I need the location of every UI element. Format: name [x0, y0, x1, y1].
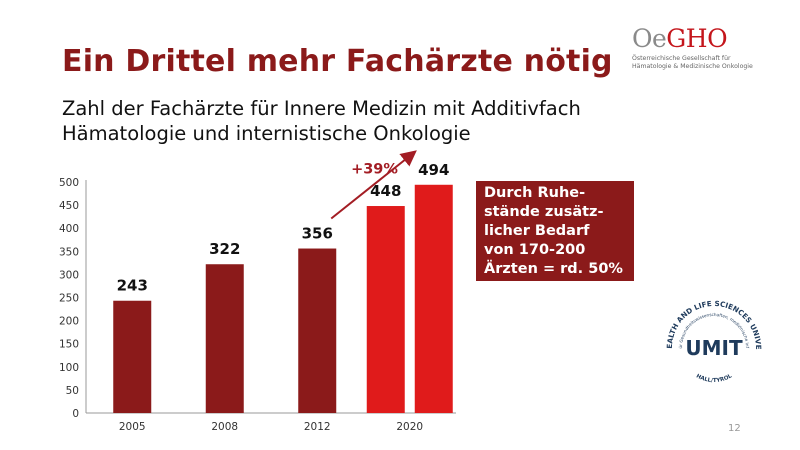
bar-2008 [205, 264, 244, 413]
oegho-subtitle: Österreichische Gesellschaft für Hämatol… [632, 55, 753, 70]
subtitle-line: Hämatologie und internistische Onkologie [62, 122, 471, 145]
oegho-mark: OeGHO [632, 24, 728, 53]
y-tick-label: 500 [59, 177, 79, 189]
umit-wordmark: UMIT [685, 336, 743, 360]
x-tick-label: 2008 [211, 421, 238, 433]
y-tick-label: 300 [59, 269, 79, 281]
x-tick-label: 2005 [119, 421, 146, 433]
y-tick-label: 100 [59, 362, 79, 374]
data-label: 494 [418, 161, 449, 179]
data-label: 322 [209, 240, 240, 258]
slide-title: Ein Drittel mehr Fachärzte nötig [62, 44, 613, 79]
subtitle-line: Zahl der Fachärzte für Innere Medizin mi… [62, 97, 581, 120]
y-tick-label: 450 [59, 200, 79, 212]
y-tick-label: 150 [59, 339, 79, 351]
y-tick-label: 250 [59, 293, 79, 305]
data-label: 448 [370, 182, 401, 200]
callout-box: Durch Ruhe- stände zusätz- licher Bedarf… [476, 181, 634, 281]
page-number: 12 [728, 423, 741, 434]
y-tick-label: 350 [59, 246, 79, 258]
growth-annotation: +39% [351, 162, 398, 178]
y-tick-label: 200 [59, 316, 79, 328]
oegho-logo: OeGHO Österreichische Gesellschaft für H… [632, 26, 772, 72]
growth-arrow [330, 150, 417, 220]
y-tick-label: 400 [59, 223, 79, 235]
bar-2020-1 [366, 206, 405, 413]
bar-2020-2 [414, 184, 453, 413]
chart-subtitle: Zahl der Fachärzte für Innere Medizin mi… [62, 96, 581, 146]
x-tick-label: 2012 [304, 421, 331, 433]
data-label: 243 [117, 277, 148, 295]
umit-location: HALL/TYROL [695, 373, 734, 384]
y-tick-label: 0 [72, 408, 79, 420]
umit-logo: THE HEALTH AND LIFE SCIENCES UNIVERSITY … [658, 292, 763, 384]
bar-2005 [113, 300, 152, 413]
x-tick-label: 2020 [396, 421, 423, 433]
data-label: 356 [302, 225, 333, 243]
y-tick-label: 50 [66, 385, 79, 397]
bar-2012 [298, 248, 337, 413]
